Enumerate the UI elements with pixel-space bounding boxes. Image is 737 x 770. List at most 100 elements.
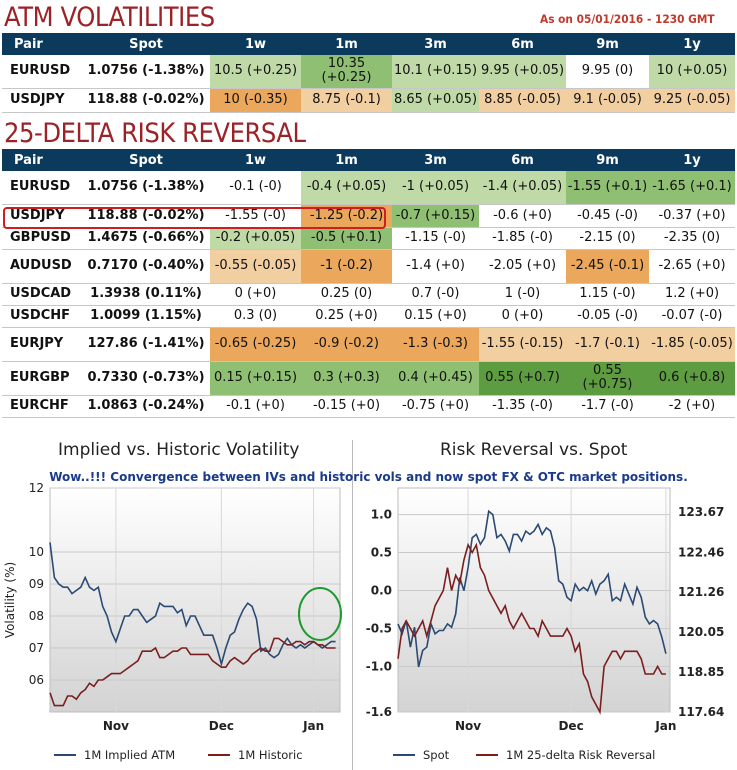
tenor-cell: -1.35 (-0) (479, 395, 566, 418)
table-row: EURUSD 1.0756 (-1.38%) 10.5 (+0.25) 10.35 (… (2, 55, 735, 89)
column-header: 6m (479, 33, 566, 55)
series-line-1 (49, 637, 336, 707)
tenor-cell: -0.2 (+0.05) (210, 227, 301, 250)
spot-cell: 1.3938 (0.11%) (82, 283, 210, 306)
pair-cell: EURJPY (2, 327, 82, 362)
tenor-cell: -1.3 (-0.3) (392, 327, 479, 362)
table-row: EURUSD 1.0756 (-1.38%) -0.1 (-0) -0.4 (+0.0… (2, 171, 735, 205)
pair-cell: EURUSD (2, 171, 82, 205)
spot-cell: 127.86 (-1.41%) (82, 327, 210, 362)
column-header: Spot (82, 149, 210, 171)
tenor-cell: 0.3 (0) (210, 305, 301, 328)
tenor-cell: -0.07 (-0) (649, 305, 735, 328)
series-line-0 (49, 542, 336, 668)
table-row: EURCHF 1.0863 (-0.24%) -0.1 (+0) -0.15 (+0)… (2, 395, 735, 418)
y-tick-label: 07 (29, 641, 44, 655)
usdjpy-highlight-box (3, 207, 386, 229)
table-row: EURJPY 127.86 (-1.41%) -0.65 (-0.25) -0.9 (… (2, 327, 735, 362)
legend-spot: Spot (393, 748, 449, 762)
y-tick-label: 08 (29, 609, 44, 623)
tenor-cell: -0.6 (+0) (479, 204, 566, 228)
table-row: USDCAD 1.3938 (0.11%) 0 (+0) 0.25 (0) 0.7 (-… (2, 283, 735, 306)
y-tick-label: 0.0 (371, 584, 392, 598)
x-tick-label: Nov (455, 719, 481, 733)
y-tick-label: 0.5 (371, 546, 392, 560)
tenor-cell: -0.37 (+0) (649, 204, 735, 228)
tenor-cell: 0 (+0) (210, 283, 301, 306)
spot-cell: 1.0756 (-1.38%) (82, 171, 210, 205)
tenor-cell: -0.1 (+0) (210, 395, 301, 418)
table-row: USDCHF 1.0099 (1.15%) 0.3 (0) 0.25 (+0) 0.15… (2, 305, 735, 328)
y-tick-label: -1.6 (366, 705, 392, 719)
y-right-tick-label: 120.05 (678, 625, 724, 639)
right-chart-title: Risk Reversal vs. Spot (440, 440, 628, 460)
column-header: 3m (392, 149, 479, 171)
tenor-cell: -1.55 (-0) (210, 204, 301, 228)
pair-cell: EURGBP (2, 361, 82, 396)
column-header: 1y (649, 33, 735, 55)
tenor-cell: -2 (+0) (649, 395, 735, 418)
legend-historic: 1M Historic (208, 748, 303, 762)
tenor-cell: 10.1 (+0.15) (392, 55, 479, 89)
spot-cell: 0.7330 (-0.73%) (82, 361, 210, 396)
tenor-cell: -2.35 (0) (649, 227, 735, 250)
tenor-cell: 0.15 (+0.15) (210, 361, 301, 396)
chart-divider (352, 440, 353, 770)
tenor-cell: 9.95 (0) (566, 55, 649, 89)
series-line-1 (397, 542, 666, 715)
table-row: EURGBP 0.7330 (-0.73%) 0.15 (+0.15) 0.3 (+0… (2, 361, 735, 396)
tenor-cell: 10 (+0.05) (649, 55, 735, 89)
y-right-tick-label: 117.64 (678, 705, 724, 719)
tenor-cell: -2.05 (+0) (479, 249, 566, 284)
tenor-cell: -0.15 (+0) (301, 395, 392, 418)
column-header: 1m (301, 33, 392, 55)
tenor-cell: 0.7 (-0) (392, 283, 479, 306)
pair-cell: USDJPY (2, 204, 82, 228)
tenor-cell: -1.4 (+0) (392, 249, 479, 284)
spot-cell: 118.88 (-0.02%) (82, 204, 210, 228)
y-axis-label: Volatility (%) (3, 562, 17, 638)
x-tick-label: Jan (654, 719, 676, 733)
spot-cell: 1.4675 (-0.66%) (82, 227, 210, 250)
risk-reversal-vs-spot-chart: -1.6 -1.0 -0.5 0.0 0.5 1.0 117.64 118.85 120.05 1… (366, 487, 724, 733)
column-header: Pair (2, 33, 82, 55)
tenor-cell: -0.65 (-0.25) (210, 327, 301, 362)
y-right-tick-label: 121.26 (678, 585, 724, 599)
tenor-cell: -0.55 (-0.05) (210, 249, 301, 284)
tenor-cell: 9.1 (-0.05) (566, 88, 649, 113)
left-chart-title: Implied vs. Historic Volatility (58, 440, 300, 460)
tenor-cell: 9.25 (-0.05) (649, 88, 735, 113)
table-row: AUDUSD 0.7170 (-0.40%) -0.55 (-0.05) -1 (-0… (2, 249, 735, 284)
tenor-cell: -1 (-0.2) (301, 249, 392, 284)
table-row: GBPUSD 1.4675 (-0.66%) -0.2 (+0.05) -0.5 (+… (2, 227, 735, 250)
y-tick-label: 10 (29, 545, 44, 559)
tenor-cell: 0.25 (0) (301, 283, 392, 306)
tenor-cell: -1.85 (-0) (479, 227, 566, 250)
tenor-cell: -2.65 (+0) (649, 249, 735, 284)
pair-cell: USDJPY (2, 88, 82, 113)
tenor-cell: 0.4 (+0.45) (392, 361, 479, 396)
column-header: Spot (82, 33, 210, 55)
tenor-cell: -1.25 (-0.2) (301, 204, 392, 228)
tenor-cell: -0.75 (+0) (392, 395, 479, 418)
x-tick-label: Jan (302, 719, 324, 733)
tenor-cell: 0.15 (+0) (392, 305, 479, 328)
column-header: 1w (210, 33, 301, 55)
tenor-cell: -1.55 (-0.15) (479, 327, 566, 362)
y-right-tick-label: 122.46 (678, 545, 724, 559)
tenor-cell: -1.65 (+0.1) (649, 171, 735, 205)
tenor-cell: -2.15 (0) (566, 227, 649, 250)
tenor-cell: -0.45 (-0) (566, 204, 649, 228)
column-header: 3m (392, 33, 479, 55)
atm-title: ATM VOLATILITIES (4, 2, 215, 33)
legend-implied-atm: 1M Implied ATM (54, 748, 175, 762)
pair-cell: GBPUSD (2, 227, 82, 250)
tenor-cell: 10.35 (+0.25) (301, 55, 392, 89)
spot-cell: 0.7170 (-0.40%) (82, 249, 210, 284)
tenor-cell: 0.6 (+0.8) (649, 361, 735, 396)
tenor-cell: 8.65 (+0.05) (392, 88, 479, 113)
y-right-tick-label: 118.85 (678, 665, 724, 679)
column-header: 9m (566, 149, 649, 171)
atm-volatility-table: Pair Spot 1w 1m 3m 6m 9m 1y EURUSD 1.0756 (-1.38… (2, 33, 735, 113)
tenor-cell: 0.55 (+0.7) (479, 361, 566, 396)
